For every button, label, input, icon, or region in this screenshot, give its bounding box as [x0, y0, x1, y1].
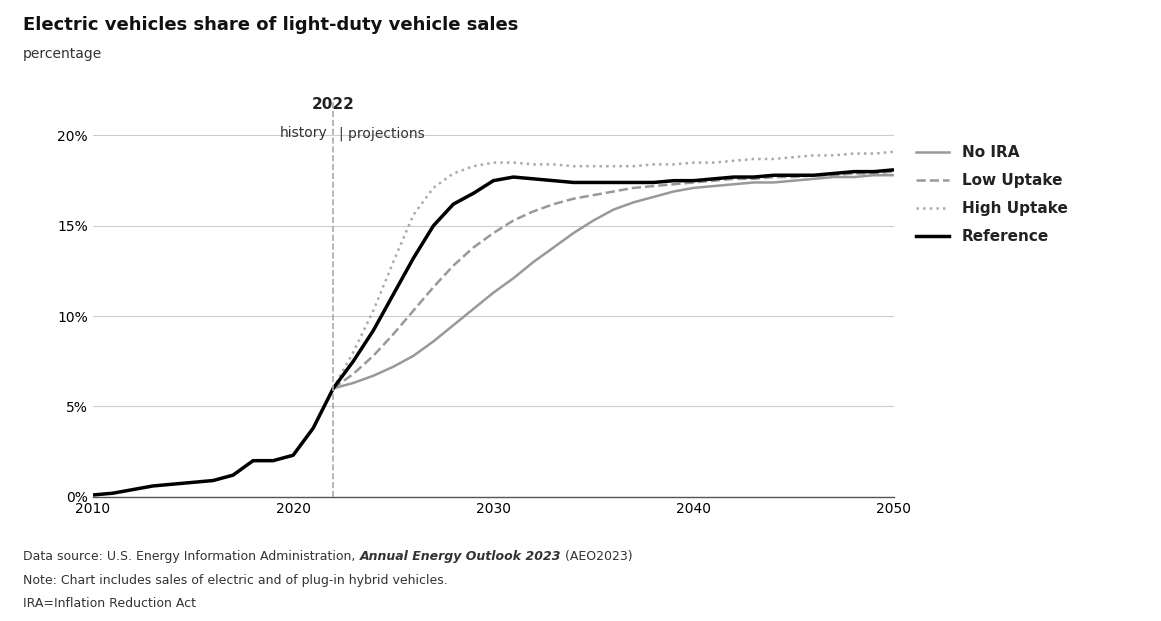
Text: Note: Chart includes sales of electric and of plug-in hybrid vehicles.: Note: Chart includes sales of electric a…: [23, 574, 448, 587]
Text: percentage: percentage: [23, 47, 102, 61]
Text: IRA=Inflation Reduction Act: IRA=Inflation Reduction Act: [23, 597, 196, 610]
Text: Electric vehicles share of light-duty vehicle sales: Electric vehicles share of light-duty ve…: [23, 16, 519, 34]
Text: Annual Energy Outlook 2023: Annual Energy Outlook 2023: [360, 550, 561, 563]
Text: (AEO2023): (AEO2023): [561, 550, 633, 563]
Text: | projections: | projections: [339, 127, 425, 141]
Legend: No IRA, Low Uptake, High Uptake, Reference: No IRA, Low Uptake, High Uptake, Referen…: [909, 139, 1074, 250]
Text: 2022: 2022: [312, 97, 354, 112]
Text: history: history: [280, 127, 327, 140]
Text: Data source: U.S. Energy Information Administration,: Data source: U.S. Energy Information Adm…: [23, 550, 360, 563]
